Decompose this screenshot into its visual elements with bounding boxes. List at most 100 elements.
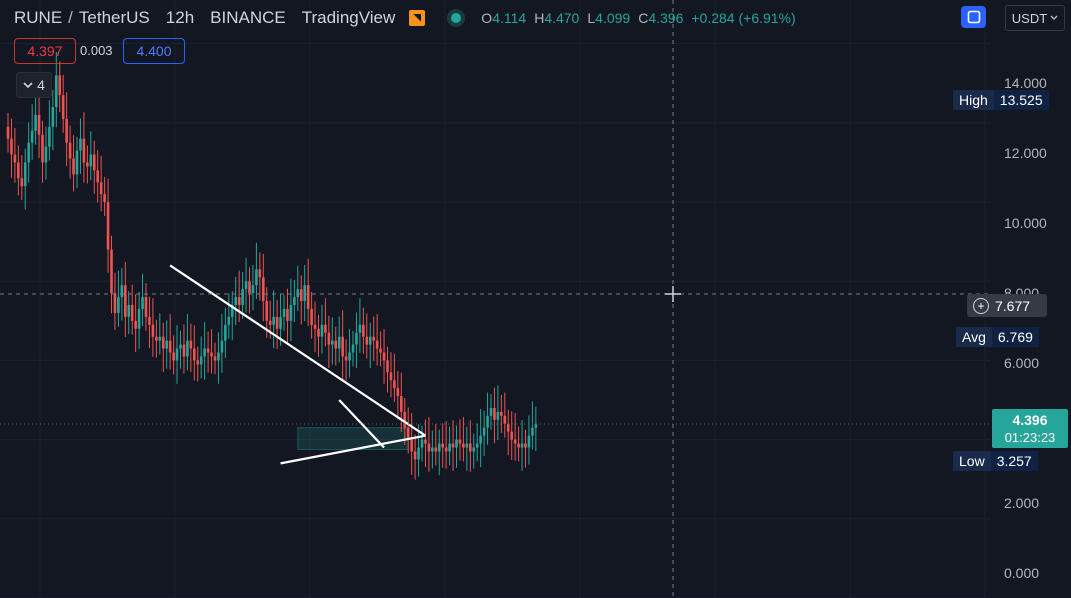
candle-body (165, 340, 168, 349)
price-tick: 12.000 (1004, 145, 1047, 161)
candle-body (313, 324, 317, 329)
fullscreen-icon (967, 10, 980, 24)
candle-body (251, 285, 255, 294)
ohlc-close: C4.396 (638, 10, 684, 26)
quote-currency: TetherUS (78, 8, 150, 27)
candle-body (310, 308, 313, 325)
candle-body (489, 407, 493, 416)
candle-body (117, 297, 120, 313)
buy-price-button[interactable]: 4.400 (123, 38, 185, 64)
candle-body (334, 340, 338, 349)
candle-body (462, 443, 465, 448)
candle-body (137, 308, 141, 329)
candle-body (355, 332, 358, 345)
candle-body (248, 281, 251, 294)
interval-label[interactable]: 12h (165, 8, 195, 27)
candle-body (389, 372, 393, 381)
indicators-toggle-button[interactable]: 4 (16, 72, 52, 98)
candle-body (517, 443, 520, 448)
candle-body (341, 336, 344, 357)
trendline-inner-wedge-line (338, 399, 385, 449)
trendline-descending-resistance (169, 264, 427, 437)
candle-body (362, 324, 365, 337)
candle-body (268, 320, 272, 325)
candle-body (199, 356, 203, 365)
candle-body (520, 443, 524, 448)
candle-body (10, 138, 13, 155)
high-label-text: High (953, 90, 994, 110)
ohlc-low: L4.099 (587, 10, 631, 26)
chevron-down-icon (1050, 15, 1058, 20)
candle-body (337, 336, 341, 349)
candle-body (420, 439, 424, 448)
price-tick: 2.000 (1004, 495, 1040, 511)
candle-body (172, 352, 175, 361)
last-price-label: 4.396 01:23:23 (992, 409, 1068, 448)
candle-body (406, 427, 410, 440)
candle-body (48, 126, 51, 147)
candle-body (503, 415, 507, 424)
candle-body (531, 427, 534, 436)
candle-body (286, 308, 289, 321)
indicators-count: 4 (37, 77, 45, 93)
ohlc-high: H4.470 (534, 10, 580, 26)
candle-body (265, 301, 269, 321)
candle-body (213, 356, 217, 361)
candle-body (151, 324, 155, 337)
candle-body (296, 289, 300, 298)
candle-body (158, 336, 162, 341)
candle-body (351, 344, 355, 353)
low-price-label: Low 3.257 (953, 451, 1048, 471)
candle-body (179, 344, 182, 349)
candle-body (89, 154, 93, 167)
candle-body (527, 435, 531, 448)
fullscreen-button[interactable] (961, 6, 986, 28)
candle-body (175, 348, 179, 361)
candle-body (451, 443, 455, 448)
candle-body (262, 277, 265, 302)
add-alert-icon[interactable]: + (973, 297, 989, 314)
high-label-value: 13.525 (993, 90, 1049, 110)
ohlc-open: O4.114 (481, 10, 527, 26)
candle-body (524, 443, 527, 448)
candle-body (141, 297, 144, 309)
candle-body (99, 182, 103, 195)
trendline-ascending-support (280, 434, 426, 465)
candle-body (482, 427, 486, 436)
candle-body (469, 443, 472, 452)
candle-body (51, 107, 55, 127)
symbol-name[interactable]: RUNE (14, 8, 63, 27)
candle-body (182, 344, 186, 357)
candle-body (293, 297, 296, 305)
candle-body (86, 162, 89, 167)
candle-body (244, 281, 248, 290)
avg-price-label: Avg 6.769 (956, 327, 1048, 347)
high-price-label: High 13.525 (953, 90, 1053, 110)
candle-body (506, 423, 510, 432)
candle-body (189, 340, 193, 349)
candle-body (303, 285, 306, 302)
candle-body (96, 170, 99, 183)
candle-body (55, 75, 58, 108)
candle-body (206, 348, 210, 353)
crosshair-price-label[interactable]: + 7.677 (967, 294, 1047, 317)
candle-body (127, 305, 131, 317)
candle-body (241, 289, 244, 305)
candle-body (375, 340, 379, 349)
candle-body (224, 324, 227, 341)
candle-body (75, 150, 79, 175)
candle-body (372, 336, 375, 341)
candle-body (234, 297, 237, 305)
currency-select[interactable]: USDT (1005, 5, 1065, 31)
candle-body (203, 348, 206, 357)
sell-price-button[interactable]: 4.397 (14, 38, 76, 64)
candle-body (130, 305, 134, 321)
candle-body (403, 411, 407, 428)
candle-body (124, 285, 127, 317)
candle-body (496, 411, 500, 420)
candle-body (431, 447, 434, 452)
candle-body (458, 439, 462, 444)
candle-body (193, 348, 196, 361)
